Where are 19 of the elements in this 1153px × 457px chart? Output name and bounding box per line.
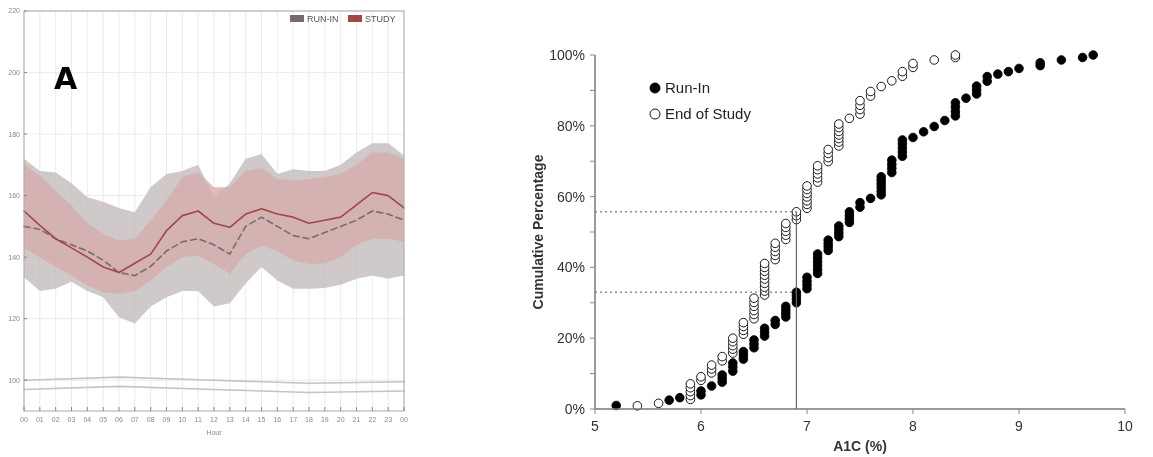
x-tick-label: 6 xyxy=(697,418,706,434)
y-tick-label: 60% xyxy=(556,188,585,205)
x-tick-label: 7 xyxy=(803,418,812,434)
legend-label: STUDY xyxy=(365,14,396,24)
y-axis-title: Cumulative Percentage xyxy=(530,154,546,310)
y-tick-label: 0% xyxy=(564,400,585,417)
y-tick-label: 40% xyxy=(556,259,585,276)
y-tick-label: 80% xyxy=(556,117,585,134)
legend-label: End of Study xyxy=(665,105,752,123)
y-tick-label: 100% xyxy=(549,46,585,63)
x-tick-label: 5 xyxy=(591,418,600,434)
x-axis-title: A1C (%) xyxy=(833,438,887,454)
annotation: A xyxy=(54,61,78,96)
x-tick-label: 8 xyxy=(909,418,918,434)
legend-label: RUN-IN xyxy=(307,14,339,24)
legend-label: Run-In xyxy=(665,79,711,97)
x-tick-label: 10 xyxy=(1117,418,1133,434)
y-tick-label: 20% xyxy=(556,330,585,347)
x-tick-label: 9 xyxy=(1015,418,1024,434)
